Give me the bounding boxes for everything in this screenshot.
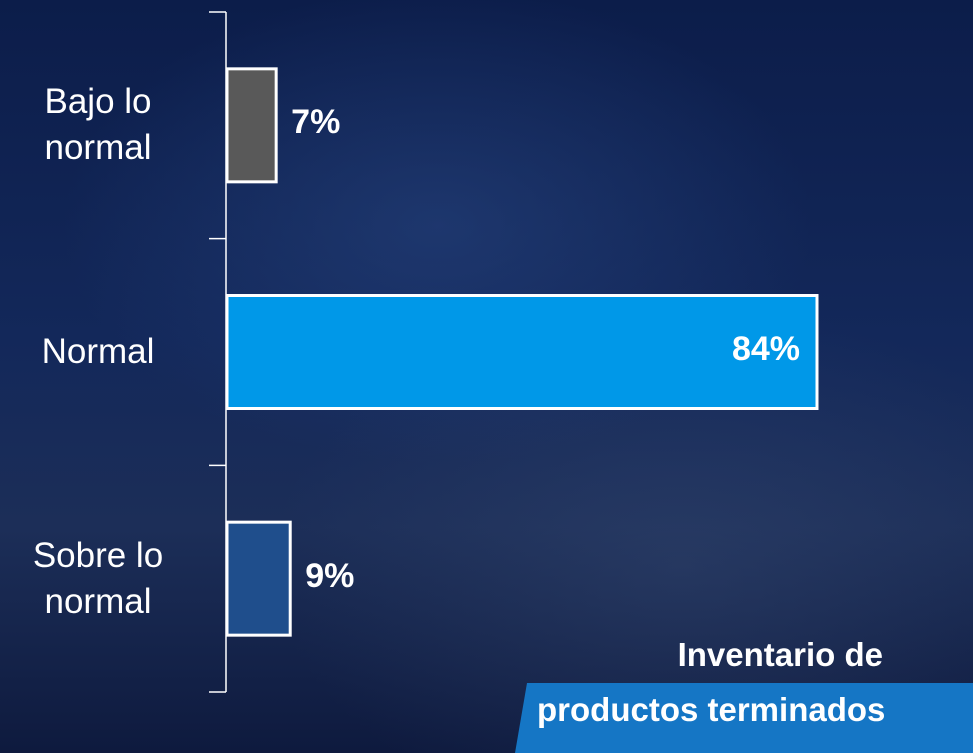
category-label-2: Normal [13, 329, 183, 375]
chart-caption-line2: productos terminados [515, 683, 973, 753]
category-label-line: Normal [41, 332, 155, 371]
category-label-3: Sobre lo normal [13, 533, 183, 625]
bar-2 [225, 294, 819, 410]
bar-value-label-2: 84% [731, 330, 800, 368]
bar-3 [225, 520, 292, 637]
bar-1 [225, 67, 278, 184]
category-label-line: Bajo lo [44, 82, 152, 122]
bar-value-label-3: 9% [305, 556, 355, 595]
category-label-line: normal [44, 128, 152, 168]
chart-caption-line1: Inventario de [677, 636, 883, 673]
bar-value-label-1: 7% [291, 103, 341, 142]
category-label-line: Sobre lo [32, 535, 164, 575]
category-label-line: normal [44, 581, 152, 621]
category-label-1: Bajo lo normal [13, 79, 183, 171]
